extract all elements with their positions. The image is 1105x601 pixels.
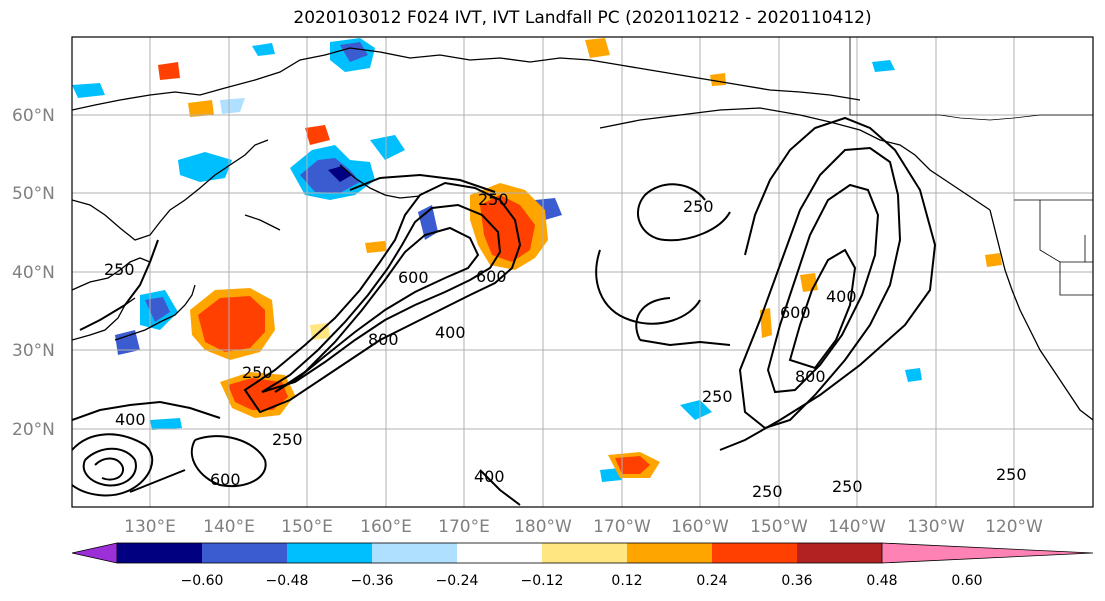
contour-label: 250 [752,482,783,501]
contour-label: 250 [996,465,1027,484]
contour-label: 250 [104,260,135,279]
lon-label: 120°W [985,517,1043,537]
latitude-labels: 60°N 50°N 40°N 30°N 20°N [12,106,55,440]
contour-label: 250 [478,190,509,209]
lon-label: 160°E [360,517,412,537]
lat-label: 40°N [12,263,55,283]
ivt-contours [72,116,937,506]
contour-label: 250 [242,363,273,382]
political-borders [849,37,1093,296]
contour-label: 800 [795,367,826,386]
colorbar-tick-label: 0.12 [611,573,642,589]
lat-label: 50°N [12,184,55,204]
lat-label: 60°N [12,106,55,126]
contour-label: 600 [476,267,507,286]
colorbar-tick-label: −0.36 [351,573,394,589]
lon-label: 170°W [593,517,651,537]
colorbar-tick-label: 0.24 [696,573,727,589]
colorbar-tick-label: −0.12 [521,573,564,589]
lon-label: 140°E [203,517,255,537]
colorbar-extend-high [882,543,1093,563]
contour-label: 600 [210,470,241,489]
colorbar-segment [797,543,882,563]
contour-label: 400 [435,323,466,342]
colorbar-tick-label: 0.48 [866,573,897,589]
colorbar-extend-low [72,543,117,563]
colorbar-segment [202,543,287,563]
lat-label: 20°N [12,420,55,440]
contour-label: 600 [780,303,811,322]
contour-label: 800 [368,330,399,349]
map-frame [71,36,1094,508]
colorbar-tick-label: −0.48 [266,573,309,589]
colorbar-segment [712,543,797,563]
lon-label: 140°W [828,517,886,537]
colorbar-segment [372,543,457,563]
lon-label: 160°W [671,517,729,537]
colorbar: −0.60 −0.48 −0.36 −0.24 −0.12 0.12 0.24 … [71,542,1094,589]
contour-labels: 250 250 600 400 800 600 250 400 600 800 … [104,190,1027,501]
contour-label: 400 [474,467,505,486]
lon-label: 170°E [438,517,490,537]
contour-label: 250 [272,430,303,449]
lon-label: 180°W [514,517,572,537]
colorbar-segment [542,543,627,563]
colorbar-tick-label: −0.24 [436,573,479,589]
map-title: 2020103012 F024 IVT, IVT Landfall PC (20… [293,8,872,28]
contour-label: 250 [702,387,733,406]
colorbar-tick-label: 0.36 [781,573,812,589]
lon-label: 150°E [281,517,333,537]
contour-label: 250 [832,477,863,496]
colorbar-segment [287,543,372,563]
contour-label: 600 [398,268,429,287]
contour-label: 250 [683,197,714,216]
colorbar-segment [117,543,202,563]
colorbar-segment [627,543,712,563]
longitude-labels: 130°E 140°E 150°E 160°E 170°E 180°W 170°… [124,517,1043,537]
colorbar-outline [116,542,883,564]
coastlines [72,47,1093,421]
lon-label: 130°E [124,517,176,537]
colorbar-tick-label: −0.60 [181,573,224,589]
lat-label: 30°N [12,341,55,361]
contour-label: 400 [115,410,146,429]
colorbar-tick-label: 0.60 [951,573,982,589]
contour-label: 400 [826,287,857,306]
lon-label: 130°W [907,517,965,537]
graticule [72,37,1093,507]
lon-label: 150°W [750,517,808,537]
colorbar-segment [457,543,542,563]
